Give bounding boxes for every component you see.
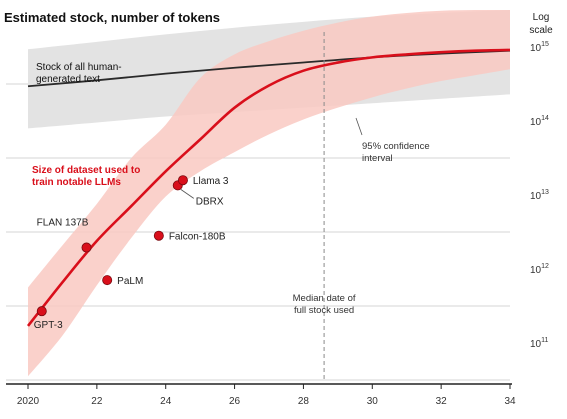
median-label-line2: full stock used [294,305,354,316]
y-tick-label-15: 1015 [530,41,549,54]
point-label-flan-137b: FLAN 137B [37,218,89,229]
point-label-llama-3: Llama 3 [193,176,229,187]
llm-dataset-label-line2: train notable LLMs [32,177,121,188]
series-lines [26,48,511,327]
confidence-label-line1: 95% confidence [362,141,430,152]
axes: 1011 1012 1013 1014 1015 2020 22 24 26 28 30 32 34 [6,41,549,407]
y-tick-label-14: 1014 [530,115,549,128]
x-tick-label-2024: 24 [160,396,172,407]
annotations: Stock of all human-generated text Size of… [32,32,430,382]
point-label-dbrx: DBRX [196,196,224,207]
confidence-leader-line [355,117,363,136]
y-tick-label-12: 1012 [530,263,549,276]
median-label-line1: Median date of [293,293,356,304]
x-tick-label-2028: 28 [298,396,310,407]
confidence-label-line2: interval [362,153,393,164]
llm-dataset-label-line1: Size of dataset used to [32,165,140,176]
log-scale-label-line1: Log [533,12,550,23]
dbrx-leader-line [180,189,194,199]
x-tick-label-2034: 34 [504,396,516,407]
point-label-falcon-180b: Falcon-180B [169,232,226,243]
x-tick-label-2032: 32 [436,396,448,407]
human-text-label-line1: Stock of all human- [36,62,122,73]
point-falcon-180b [153,230,164,241]
human-text-label-line2: generated text [36,74,100,85]
bands [28,9,510,377]
point-label-gpt-3: GPT-3 [34,320,63,331]
x-tick-label-2026: 26 [229,396,241,407]
point-gpt-3 [36,306,47,317]
point-label-palm: PaLM [117,276,143,287]
x-tick-label-2030: 30 [367,396,379,407]
x-tick-label-2020: 2020 [17,396,40,407]
point-palm [102,275,113,286]
log-scale-label-line2: scale [529,25,553,36]
point-llama-3 [177,175,188,186]
data-points: GPT-3 PaLM FLAN 137B Falcon-180B DBRX Llama 3 [34,175,229,331]
point-flan-137b [81,242,92,253]
llm-dataset-line [26,48,511,327]
y-tick-label-13: 1013 [530,189,549,202]
x-tick-label-2022: 22 [91,396,103,407]
y-tick-label-11: 1011 [530,337,548,350]
confidence-band [28,9,510,377]
human-text-stock-line [27,49,511,88]
chart-title: Estimated stock, number of tokens [4,10,220,25]
